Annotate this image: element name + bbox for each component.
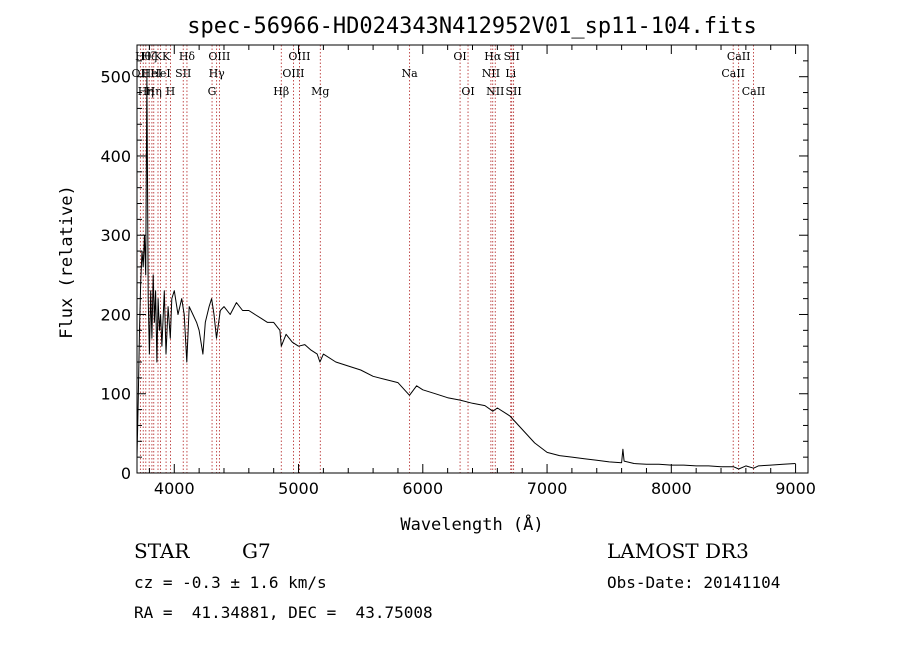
line-label-NII: NII: [486, 85, 504, 98]
line-label-OIII: OIII: [208, 50, 230, 63]
y-axis-ticks: 0 100 200 300 400 500: [100, 60, 808, 483]
spectral-subclass: G7: [242, 539, 271, 563]
line-label-OIII: OIII: [282, 67, 304, 80]
x-tick-label-5000: 5000: [278, 479, 319, 498]
line-label-H: H: [166, 85, 176, 98]
x-tick-label-6000: 6000: [402, 479, 443, 498]
redshift-readout: cz = -0.3 ± 1.6 km/s: [134, 573, 327, 592]
line-label-Hθ: Hθ: [135, 50, 152, 63]
line-label-Hα: Hα: [484, 50, 502, 63]
x-tick-label-8000: 8000: [651, 479, 692, 498]
line-label-OIII: OIII: [288, 50, 310, 63]
y-tick-label-500: 500: [100, 68, 131, 87]
line-label-Hη: Hη: [146, 85, 162, 98]
line-label-Li: Li: [505, 67, 516, 80]
survey-name: LAMOST DR3: [607, 539, 749, 563]
object-class: STAR: [134, 539, 190, 563]
x-axis-ticks: 4000 5000 6000 7000 8000 9000: [148, 45, 816, 498]
line-label-OI: OI: [461, 85, 474, 98]
y-tick-label-100: 100: [100, 385, 131, 404]
y-tick-label-0: 0: [121, 464, 131, 483]
spectrum-series: [136, 76, 796, 470]
line-label-SII: SII: [506, 85, 522, 98]
line-label-Hζ: Hζ: [141, 50, 157, 63]
spectral-line-labels: OIIHθHηHζHeIHηKHeIKHSIIHδGHγOIIIHβOIIIOI…: [131, 50, 765, 98]
line-label-CaII: CaII: [742, 85, 766, 98]
x-tick-label-9000: 9000: [775, 479, 816, 498]
plot-frame: [136, 44, 809, 474]
coordinates-readout: RA = 41.34881, DEC = 43.75008: [134, 603, 433, 622]
y-tick-label-300: 300: [100, 226, 131, 245]
y-axis-label: Flux (relative): [57, 185, 77, 339]
x-tick-label-4000: 4000: [154, 479, 195, 498]
line-label-Hδ: Hδ: [179, 50, 196, 63]
line-label-NII: NII: [482, 67, 500, 80]
y-tick-label-400: 400: [100, 147, 131, 166]
line-label-CaII: CaII: [727, 50, 751, 63]
spectrum-line: [136, 76, 796, 470]
line-label-Hη: Hη: [138, 85, 154, 98]
chart-title: spec-56966-HD024343N412952V01_sp11-104.f…: [187, 14, 757, 39]
observation-date: Obs-Date: 20141104: [607, 573, 781, 592]
x-axis-label: Wavelength (Å): [400, 513, 543, 535]
line-label-CaII: CaII: [721, 67, 745, 80]
line-label-K: K: [162, 50, 171, 63]
line-label-K: K: [154, 50, 163, 63]
y-tick-label-200: 200: [100, 305, 131, 324]
line-label-SII: SII: [504, 50, 520, 63]
line-label-Mg: Mg: [311, 85, 329, 98]
line-label-OI: OI: [453, 50, 466, 63]
line-label-Hγ: Hγ: [209, 67, 226, 80]
line-label-Na: Na: [402, 67, 419, 80]
x-tick-label-7000: 7000: [527, 479, 568, 498]
spectral-line-markers: [139, 45, 754, 473]
line-label-G: G: [208, 85, 217, 98]
line-label-HeI: HeI: [150, 67, 170, 80]
line-label-Hβ: Hβ: [273, 85, 289, 98]
line-label-SII: SII: [175, 67, 191, 80]
